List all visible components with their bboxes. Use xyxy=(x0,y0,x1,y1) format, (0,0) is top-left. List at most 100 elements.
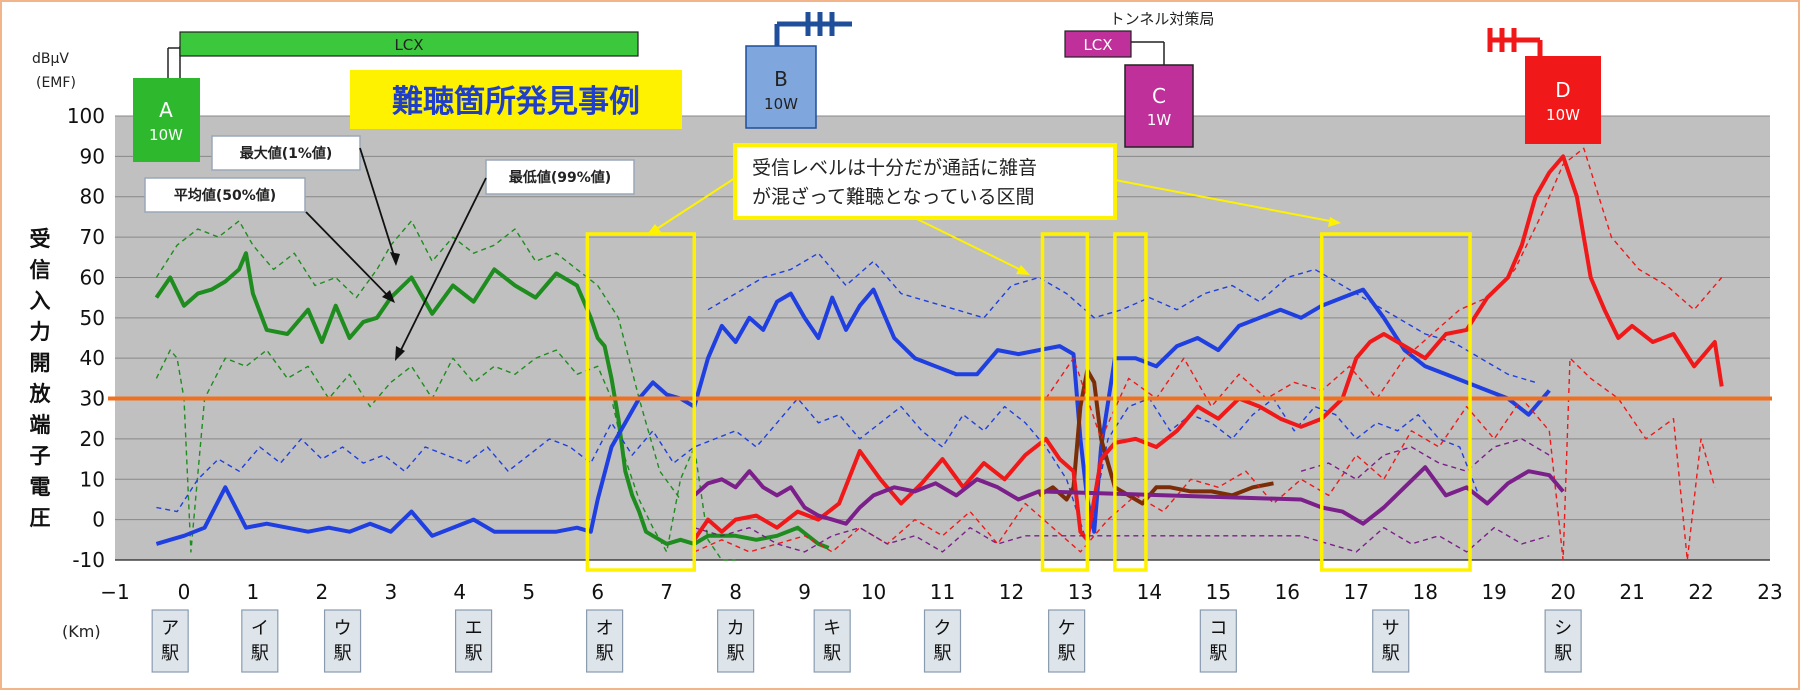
y-tick-label: 30 xyxy=(80,387,105,411)
callout-max: 最大値(1%値) xyxy=(211,135,361,171)
y-tick-label: 50 xyxy=(80,306,105,330)
station-badge: シ駅 xyxy=(1544,609,1582,673)
station-label-char: シ xyxy=(1554,618,1572,639)
x-tick-label: 7 xyxy=(660,580,673,604)
base-station-a: A 10W xyxy=(133,78,200,162)
tunnel-label: トンネル対策局 xyxy=(1110,10,1215,28)
base-station-a-power: 10W xyxy=(149,126,183,144)
highlight-zone-1 xyxy=(585,232,696,572)
x-tick-label: 20 xyxy=(1550,580,1575,604)
y-tick-label: 0 xyxy=(92,508,105,532)
callout-mean-label: 平均値(50%値) xyxy=(174,187,276,204)
base-station-d-power: 10W xyxy=(1546,106,1580,124)
x-tick-label: 9 xyxy=(798,580,811,604)
y-label-char: 力 xyxy=(30,320,51,344)
station-label-char: 駅 xyxy=(1382,643,1400,664)
lcx-a: LCX xyxy=(167,31,639,78)
x-tick-label: 11 xyxy=(930,580,955,604)
y-tick-label: 80 xyxy=(80,185,105,209)
station-label-char: カ xyxy=(727,618,745,639)
station-badge: カ駅 xyxy=(717,609,755,673)
x-tick-label: 23 xyxy=(1757,580,1782,604)
y-tick-label: -10 xyxy=(72,548,105,572)
x-tick-label: 17 xyxy=(1344,580,1369,604)
base-station-d: D 10W xyxy=(1487,28,1601,144)
x-tick-label: −1 xyxy=(100,580,129,604)
y-label-char: 開 xyxy=(30,351,51,375)
series-a-min xyxy=(155,349,736,561)
station-label-char: 駅 xyxy=(465,643,483,664)
x-tick-label: 3 xyxy=(384,580,397,604)
x-tick-label: 13 xyxy=(1068,580,1093,604)
y-tick-label: 60 xyxy=(80,265,105,289)
station-badge: オ駅 xyxy=(586,609,624,673)
callout-min: 最低値(99%値) xyxy=(485,159,635,195)
station-label-char: イ xyxy=(251,618,269,639)
station-label-char: 駅 xyxy=(727,643,745,664)
y-tick-label: 40 xyxy=(80,346,105,370)
station-badge: ケ駅 xyxy=(1048,609,1086,673)
y-label-char: 子 xyxy=(30,444,51,468)
y-tick-label: 10 xyxy=(80,467,105,491)
base-station-b: B 10W xyxy=(745,12,852,129)
series-d-mean xyxy=(692,154,1724,542)
station-badge: イ駅 xyxy=(241,609,279,673)
base-station-b-power: 10W xyxy=(764,95,798,113)
x-tick-label: 5 xyxy=(522,580,535,604)
x-tick-label: 6 xyxy=(591,580,604,604)
station-badge: ク駅 xyxy=(923,609,962,673)
y-tick-label: 90 xyxy=(80,144,105,168)
station-label-char: 駅 xyxy=(161,643,179,664)
station-badge: コ駅 xyxy=(1199,609,1237,673)
station-label-char: エ xyxy=(465,618,483,639)
callout-arrows xyxy=(305,147,487,361)
highlight-zone-3 xyxy=(1113,232,1148,572)
station-label-char: キ xyxy=(823,618,841,639)
y-unit-line2: (EMF) xyxy=(36,75,76,91)
station-badge: ア駅 xyxy=(151,609,189,673)
station-label-char: コ xyxy=(1209,618,1227,639)
station-label-char: 駅 xyxy=(1209,643,1227,664)
station-label-char: ア xyxy=(161,618,179,639)
x-tick-label: 10 xyxy=(861,580,886,604)
station-label-char: 駅 xyxy=(823,643,841,664)
x-tick-label: 8 xyxy=(729,580,742,604)
base-station-c: LCX C 1W xyxy=(1064,30,1194,148)
x-tick-label: 18 xyxy=(1412,580,1437,604)
y-label-char: 端 xyxy=(30,413,51,437)
series-c-mean xyxy=(692,465,1565,526)
x-tick-label: 2 xyxy=(316,580,329,604)
y-label-char: 電 xyxy=(30,475,51,499)
station-badge: ウ駅 xyxy=(323,609,362,673)
callout-min-label: 最低値(99%値) xyxy=(509,169,611,186)
x-tick-label: 12 xyxy=(999,580,1024,604)
y-unit-line1: dBμV xyxy=(32,51,69,67)
station-label-char: 駅 xyxy=(934,643,952,664)
series-c-min xyxy=(694,527,1550,553)
y-tick-label: 20 xyxy=(80,427,105,451)
base-station-c-power: 1W xyxy=(1147,111,1172,129)
station-label-char: ク xyxy=(934,618,952,639)
station-label-char: ウ xyxy=(334,618,352,639)
highlight-zone-2 xyxy=(1040,232,1090,572)
series-b-mean xyxy=(155,287,1551,546)
base-station-a-name: A xyxy=(159,98,173,122)
x-unit-label: (Km) xyxy=(62,622,101,641)
station-label-char: 駅 xyxy=(1554,643,1572,664)
x-tick-label: 14 xyxy=(1137,580,1162,604)
x-tick-label: 19 xyxy=(1481,580,1506,604)
x-tick-label: 16 xyxy=(1275,580,1300,604)
y-tick-label: 100 xyxy=(67,104,105,128)
y-label-char: 放 xyxy=(29,382,52,406)
station-label-char: 駅 xyxy=(334,643,352,664)
station-label-char: ケ xyxy=(1058,618,1076,639)
y-label-char: 受 xyxy=(30,227,51,251)
y-label-char: 入 xyxy=(30,289,51,313)
y-tick-label: 70 xyxy=(80,225,105,249)
x-tick-label: 4 xyxy=(453,580,466,604)
lcx-c-label: LCX xyxy=(1083,36,1112,54)
